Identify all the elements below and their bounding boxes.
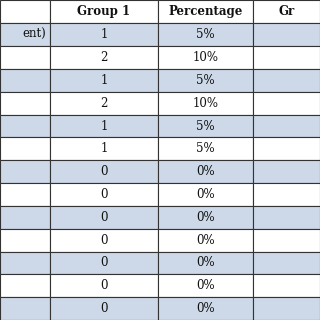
- Bar: [0, 183, 50, 206]
- Bar: [158, 274, 253, 297]
- Bar: [50, 183, 158, 206]
- Bar: [50, 69, 158, 92]
- Bar: [158, 252, 253, 274]
- Bar: [253, 206, 320, 229]
- Bar: [253, 92, 320, 115]
- Text: 1: 1: [100, 28, 108, 41]
- Bar: [50, 160, 158, 183]
- Bar: [50, 115, 158, 138]
- Bar: [50, 0, 158, 23]
- Bar: [50, 297, 158, 320]
- Text: 0%: 0%: [196, 234, 215, 247]
- Text: 0%: 0%: [196, 211, 215, 224]
- Text: 0: 0: [100, 279, 108, 292]
- Bar: [0, 69, 50, 92]
- Bar: [253, 115, 320, 138]
- Bar: [253, 69, 320, 92]
- Bar: [0, 206, 50, 229]
- Text: 0: 0: [100, 211, 108, 224]
- Bar: [158, 69, 253, 92]
- Bar: [0, 92, 50, 115]
- Text: ent): ent): [23, 28, 46, 41]
- Bar: [50, 252, 158, 274]
- Bar: [158, 229, 253, 252]
- Text: 0: 0: [100, 165, 108, 178]
- Bar: [0, 115, 50, 138]
- Bar: [253, 160, 320, 183]
- Text: 2: 2: [100, 97, 108, 110]
- Text: 5%: 5%: [196, 74, 215, 87]
- Bar: [253, 46, 320, 69]
- Bar: [158, 0, 253, 23]
- Text: 0: 0: [100, 234, 108, 247]
- Text: 0%: 0%: [196, 256, 215, 269]
- Bar: [50, 46, 158, 69]
- Text: Percentage: Percentage: [168, 5, 243, 18]
- Bar: [253, 183, 320, 206]
- Text: 5%: 5%: [196, 142, 215, 156]
- Text: 0%: 0%: [196, 302, 215, 315]
- Bar: [158, 183, 253, 206]
- Bar: [0, 23, 50, 46]
- Bar: [50, 138, 158, 160]
- Text: 1: 1: [100, 142, 108, 156]
- Bar: [0, 160, 50, 183]
- Bar: [158, 92, 253, 115]
- Text: Gr: Gr: [278, 5, 294, 18]
- Bar: [158, 115, 253, 138]
- Bar: [0, 252, 50, 274]
- Bar: [158, 160, 253, 183]
- Text: 0: 0: [100, 188, 108, 201]
- Bar: [253, 138, 320, 160]
- Bar: [50, 229, 158, 252]
- Bar: [0, 229, 50, 252]
- Bar: [0, 138, 50, 160]
- Bar: [253, 252, 320, 274]
- Bar: [158, 46, 253, 69]
- Bar: [50, 92, 158, 115]
- Text: 5%: 5%: [196, 28, 215, 41]
- Text: 1: 1: [100, 74, 108, 87]
- Text: 1: 1: [100, 120, 108, 132]
- Bar: [50, 23, 158, 46]
- Text: 0%: 0%: [196, 165, 215, 178]
- Text: 0: 0: [100, 302, 108, 315]
- Text: 0%: 0%: [196, 279, 215, 292]
- Text: 2: 2: [100, 51, 108, 64]
- Bar: [158, 297, 253, 320]
- Bar: [253, 297, 320, 320]
- Text: 5%: 5%: [196, 120, 215, 132]
- Bar: [50, 274, 158, 297]
- Bar: [0, 0, 50, 23]
- Bar: [253, 23, 320, 46]
- Bar: [0, 297, 50, 320]
- Text: 10%: 10%: [193, 97, 219, 110]
- Bar: [50, 206, 158, 229]
- Bar: [253, 274, 320, 297]
- Bar: [158, 206, 253, 229]
- Bar: [0, 274, 50, 297]
- Bar: [0, 46, 50, 69]
- Text: 10%: 10%: [193, 51, 219, 64]
- Bar: [253, 229, 320, 252]
- Bar: [253, 0, 320, 23]
- Bar: [158, 138, 253, 160]
- Text: Group 1: Group 1: [77, 5, 131, 18]
- Text: 0%: 0%: [196, 188, 215, 201]
- Bar: [158, 23, 253, 46]
- Text: 0: 0: [100, 256, 108, 269]
